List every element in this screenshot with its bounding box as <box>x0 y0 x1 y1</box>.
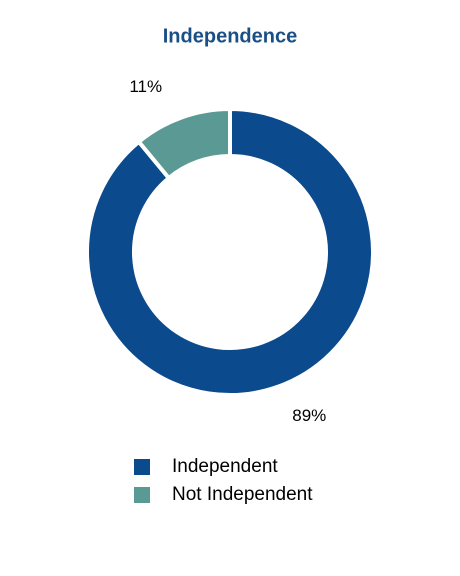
legend-swatch <box>134 459 150 475</box>
donut-segment <box>136 106 232 181</box>
legend-label: Not Independent <box>172 484 313 505</box>
data-label: 89% <box>292 406 326 425</box>
legend-label: Independent <box>172 456 278 477</box>
data-label: 11% <box>129 77 162 96</box>
chart-title: Independence <box>163 25 297 47</box>
legend-swatch <box>134 487 150 503</box>
donut-segment <box>85 106 375 397</box>
